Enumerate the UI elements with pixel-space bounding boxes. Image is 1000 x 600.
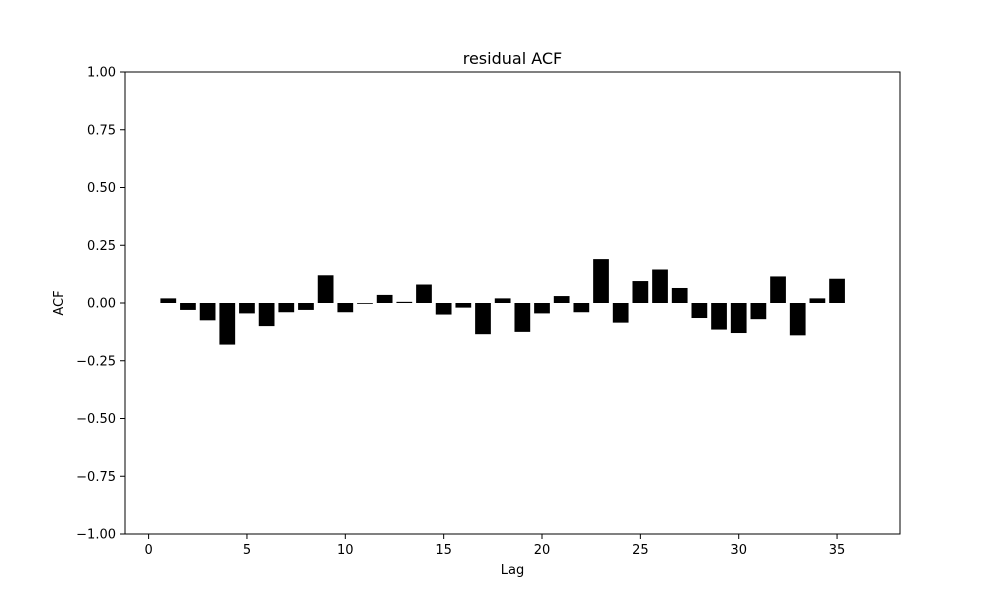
y-tick-label: 0.00: [87, 297, 116, 312]
x-tick-label: 5: [243, 543, 251, 558]
acf-bar: [337, 303, 354, 313]
acf-bar: [632, 281, 649, 303]
x-tick-label: 10: [337, 543, 354, 558]
y-tick-label: 0.75: [87, 123, 116, 138]
y-tick-label: −0.25: [76, 354, 116, 369]
acf-bar: [671, 287, 688, 303]
acf-bar: [573, 303, 590, 313]
acf-bar: [750, 303, 767, 320]
acf-bar: [829, 278, 845, 303]
acf-bar: [475, 303, 491, 335]
acf-bar: [219, 303, 236, 345]
y-tick-label: 1.00: [87, 66, 116, 81]
acf-bar: [770, 276, 786, 303]
x-tick-label: 15: [435, 543, 452, 558]
acf-bar: [455, 303, 472, 308]
acf-bar: [416, 284, 432, 303]
acf-bar: [258, 303, 275, 327]
acf-bar: [160, 298, 177, 303]
acf-bar: [357, 303, 373, 304]
y-tick-label: −0.50: [76, 412, 116, 427]
acf-bar: [376, 294, 393, 303]
acf-bar: [239, 303, 255, 314]
y-tick-label: −0.75: [76, 470, 116, 485]
acf-bar: [396, 301, 413, 303]
y-tick-label: −1.00: [76, 528, 116, 543]
chart-title: residual ACF: [463, 49, 563, 68]
y-axis-title: ACF: [52, 290, 67, 315]
acf-bar: [534, 303, 550, 314]
acf-bar: [180, 303, 196, 310]
acf-bar: [435, 303, 452, 315]
acf-bar: [514, 303, 531, 332]
acf-bar: [809, 298, 826, 303]
x-tick-label: 30: [730, 543, 747, 558]
acf-bar: [593, 259, 609, 303]
acf-bar: [298, 303, 314, 310]
acf-bar: [199, 303, 216, 321]
acf-bar: [553, 296, 570, 303]
acf-bar: [711, 303, 727, 330]
y-tick-label: 0.50: [87, 181, 116, 196]
acf-bar: [691, 303, 708, 319]
acf-bar: [789, 303, 806, 336]
acf-bar: [612, 303, 629, 323]
bars-layer: [160, 259, 845, 345]
acf-bar: [652, 269, 668, 303]
acf-bar: [317, 275, 334, 303]
x-tick-label: 35: [829, 543, 846, 558]
x-tick-label: 25: [632, 543, 649, 558]
acf-bar: [278, 303, 295, 313]
x-tick-label: 0: [144, 543, 152, 558]
y-tick-label: 0.25: [87, 239, 116, 254]
y-axis: −1.00 −0.75 −0.50 −0.25 0.00 0.25 0.50 0.75 1.00: [76, 66, 125, 543]
acf-bar: [494, 298, 511, 303]
x-axis-title: Lag: [501, 563, 524, 578]
x-tick-label: 20: [534, 543, 551, 558]
x-axis: 0 5 10 15 20 25 30 35: [144, 534, 845, 558]
acf-bar: [730, 303, 747, 334]
